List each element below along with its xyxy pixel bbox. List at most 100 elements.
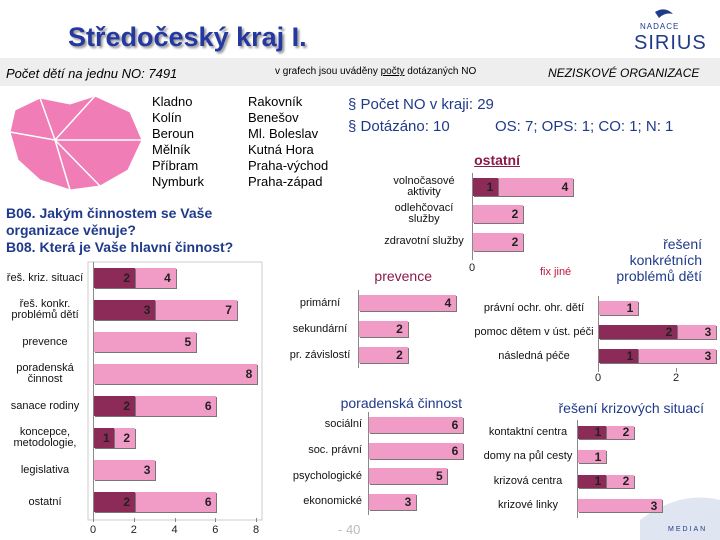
stat-bullet: § Dotázáno: 10 [348,118,450,135]
bar [369,416,463,433]
question-b08: B08. Která je Vaše hlavní činnost? [6,239,234,255]
category-label: psychologické [292,469,362,482]
value-label: 2 [511,207,519,222]
axis-line [577,420,578,518]
bar [94,268,135,288]
value-label: 5 [184,335,192,349]
value-label: 6 [204,399,212,413]
x-tick-label: 2 [672,372,680,384]
x-tick-label: 8 [252,524,260,536]
bar [94,364,257,384]
category-label: odlehčovací služby [394,202,454,226]
value-label: 2 [123,431,131,445]
value-label: 1 [103,431,110,445]
bar [473,232,523,251]
value-label: 2 [396,322,403,336]
category-label: sanace rodiny [10,399,80,412]
note: v grafech jsou uváděny počty dotázaných … [275,66,476,77]
value-label: 2 [511,234,519,249]
category-label: kontaktní centra [488,425,568,438]
category-label: krizová centra [493,474,563,487]
category-label: ostatní [28,495,62,508]
bar [359,347,408,363]
district: Nymburk [152,174,205,189]
value-label: 2 [123,271,131,285]
bar [359,321,408,337]
value-label: 2 [123,495,131,509]
logo-bottom: MEDIAN [668,526,708,533]
bar [473,177,573,196]
tick-mark [215,518,217,522]
chart-title: řešení konkrétních problémů dětí [616,236,702,284]
logo-top: NADACE [640,22,680,31]
category-label: ekonomické [303,495,362,508]
value-label: 3 [143,463,151,477]
chart-title: ostatní [474,152,520,168]
region-map [9,95,143,191]
district: Benešov [248,110,299,125]
axis-line [472,173,473,256]
district: Ml. Boleslav [248,126,319,141]
x-tick-label: 4 [171,524,178,536]
value-label: 2 [123,399,131,413]
category-label: řeš. konkr. problémů dětí [11,298,79,321]
district: Mělník [152,142,191,157]
category-label: sociální [324,418,362,431]
value-label: 1 [486,179,494,194]
axis-line [368,412,369,515]
chart-title: řešení krizových situací [558,400,705,416]
value-label: 5 [435,469,443,484]
x-tick-label: 0 [89,524,97,536]
category-label: sekundární [292,322,348,335]
bar [369,493,416,510]
category-label: řeš. kriz. situací [6,271,84,284]
bar [94,300,156,320]
chart-title: prevence [374,268,432,284]
question: B06. Jakým činnostem se Vaše organizace … [6,205,276,256]
district: Kolín [152,110,182,125]
header-band [0,58,720,86]
district: Praha-východ [248,158,329,173]
district-borders [9,95,142,191]
category-label: krizové linky [498,499,558,512]
category-label: legislativa [20,463,70,476]
tick-mark [174,518,176,522]
district: Praha-západ [248,174,323,189]
bar [473,205,523,224]
section: NEZISKOVÉ ORGANIZACE [548,66,700,80]
bar [94,332,196,352]
axis-line [598,296,599,368]
note-text: v grafech jsou uváděny [275,66,381,77]
logo-mark [655,9,673,18]
logo-name: SIRIUS [634,32,707,54]
district: Kladno [152,94,193,109]
slide-title: Středočeský kraj I. [68,22,307,52]
value-label: 2 [622,474,630,489]
note-emph: počty [380,66,405,77]
category-label: soc. právní [308,444,362,457]
district: Příbram [152,158,199,173]
x-tick-label: 0 [594,372,602,384]
value-label: 8 [245,367,253,381]
value-label: 3 [704,349,712,363]
chart-title: poradenská činnost [340,395,462,411]
district: Kutná Hora [248,142,314,157]
category-label: poradenská činnost [16,362,74,385]
tick-mark [93,518,94,522]
note-text: dotázaných NO [404,66,477,77]
children-per-no: Počet dětí na jednu NO: 7491 [6,66,178,81]
category-label: domy na půl cesty [483,450,573,463]
category-label: prevence [22,335,68,348]
question-b06: B06. Jakým činnostem se Vaše organizace … [6,205,213,238]
value-label: 2 [622,425,630,440]
bar [94,492,135,512]
stat-detail: OS: 7; OPS: 1; CO: 1; N: 1 [495,118,674,135]
value-label: 1 [626,301,634,315]
category-label: zdravotní služby [384,235,464,248]
value-label: 3 [404,494,412,509]
x-tick-label: 2 [130,524,137,536]
x-tick-label: 0 [468,262,476,274]
value-label: 6 [204,495,212,509]
tick-mark [133,518,135,522]
